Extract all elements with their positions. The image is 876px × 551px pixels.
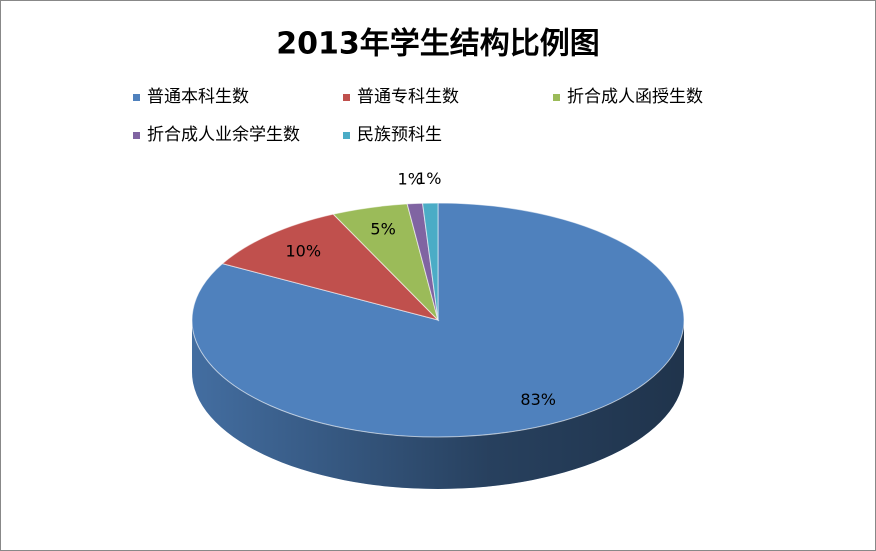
legend-label: 普通本科生数 [147, 87, 249, 107]
legend-swatch [133, 94, 140, 101]
legend-label: 折合成人业余学生数 [147, 125, 300, 145]
pie-slice [421, 202, 439, 321]
data-label: 83% [520, 390, 556, 409]
data-label: 1% [416, 169, 441, 188]
legend-swatch [553, 94, 560, 101]
legend-label: 折合成人函授生数 [567, 87, 703, 107]
legend-label: 民族预科生 [357, 125, 442, 145]
legend-label: 普通专科生数 [357, 87, 459, 107]
data-label: 10% [285, 241, 321, 260]
data-label: 1% [398, 170, 423, 189]
pie-slice [221, 213, 440, 321]
pie-side-shade [192, 320, 684, 489]
legend-swatch [343, 132, 350, 139]
data-label: 5% [370, 220, 395, 239]
chart-title: 2013年学生结构比例图 [276, 27, 600, 62]
legend-swatch [133, 132, 140, 139]
legend-swatch [343, 94, 350, 101]
